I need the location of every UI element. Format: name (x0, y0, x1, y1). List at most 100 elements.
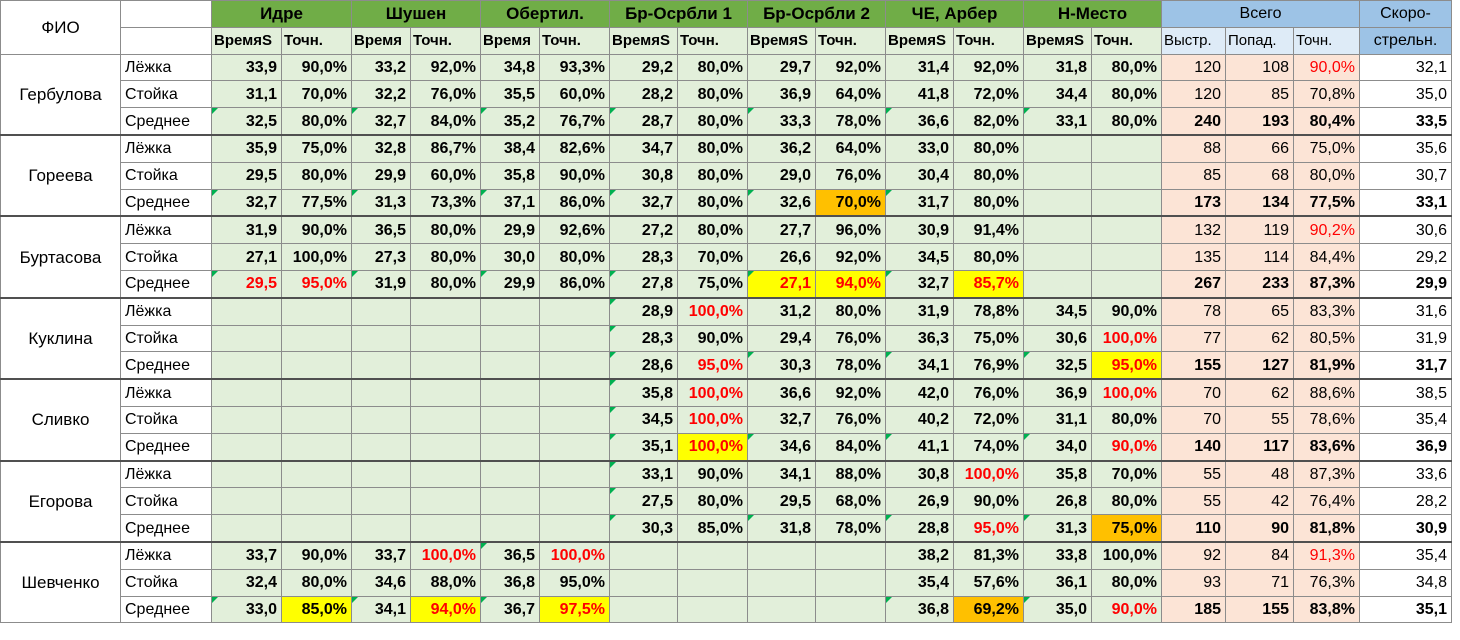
time-cell[interactable]: 30,8 (885, 459, 954, 489)
speed-header-top[interactable]: Скоро- (1359, 0, 1452, 28)
accuracy-cell[interactable] (281, 459, 352, 489)
total-shots-cell[interactable]: 120 (1161, 80, 1226, 109)
time-cell[interactable]: 29,4 (747, 324, 816, 353)
total-accuracy-cell[interactable]: 76,3% (1293, 568, 1360, 597)
accuracy-cell[interactable]: 76,0% (815, 405, 886, 434)
accuracy-cell[interactable]: 72,0% (953, 80, 1024, 109)
time-cell[interactable] (211, 351, 282, 380)
time-cell[interactable]: 29,2 (609, 53, 678, 82)
accuracy-cell[interactable]: 64,0% (815, 80, 886, 109)
accuracy-cell[interactable]: 70,0% (281, 80, 352, 109)
time-cell[interactable]: 42,0 (885, 378, 954, 407)
accuracy-cell[interactable]: 80,0% (953, 188, 1024, 217)
time-cell[interactable]: 31,9 (885, 296, 954, 326)
accuracy-cell[interactable]: 70,0% (1091, 459, 1162, 489)
subheader-time[interactable]: ВремяS (211, 26, 282, 55)
accuracy-cell[interactable] (1091, 188, 1162, 217)
row-type-label[interactable]: Среднее (120, 595, 212, 624)
time-cell[interactable]: 34,1 (747, 459, 816, 489)
time-cell[interactable] (211, 459, 282, 489)
accuracy-cell[interactable]: 85,0% (677, 514, 748, 543)
subheader-accuracy[interactable]: Точн. (281, 26, 352, 55)
time-cell[interactable]: 35,8 (480, 161, 540, 190)
accuracy-cell[interactable] (410, 324, 481, 353)
accuracy-cell[interactable] (677, 568, 748, 597)
accuracy-cell[interactable]: 78,0% (815, 107, 886, 136)
time-cell[interactable]: 32,4 (211, 568, 282, 597)
accuracy-cell[interactable]: 95,0% (677, 351, 748, 380)
time-cell[interactable] (351, 487, 411, 516)
time-cell[interactable]: 27,1 (211, 243, 282, 271)
rate-of-fire-cell[interactable]: 35,0 (1359, 80, 1452, 109)
total-accuracy-cell[interactable]: 83,8% (1293, 595, 1360, 624)
time-cell[interactable] (480, 514, 540, 543)
accuracy-cell[interactable]: 60,0% (539, 80, 610, 109)
subheader-shots[interactable]: Выстр. (1161, 26, 1226, 55)
time-cell[interactable]: 35,8 (1023, 459, 1092, 489)
time-cell[interactable]: 30,3 (747, 351, 816, 380)
rate-of-fire-cell[interactable]: 29,9 (1359, 269, 1452, 299)
time-cell[interactable]: 30,8 (609, 161, 678, 190)
accuracy-cell[interactable]: 95,0% (1091, 351, 1162, 380)
total-hits-cell[interactable]: 119 (1225, 215, 1294, 245)
rate-of-fire-cell[interactable]: 33,1 (1359, 188, 1452, 217)
time-cell[interactable]: 31,8 (747, 514, 816, 543)
time-cell[interactable]: 34,0 (1023, 432, 1092, 462)
time-cell[interactable]: 31,7 (885, 188, 954, 217)
time-cell[interactable] (480, 487, 540, 516)
time-cell[interactable]: 35,0 (1023, 595, 1092, 624)
accuracy-cell[interactable]: 80,0% (677, 107, 748, 136)
accuracy-cell[interactable] (410, 351, 481, 380)
accuracy-cell[interactable] (281, 405, 352, 434)
total-accuracy-cell[interactable]: 78,6% (1293, 405, 1360, 434)
accuracy-cell[interactable]: 90,0% (281, 540, 352, 570)
rate-of-fire-cell[interactable]: 32,1 (1359, 53, 1452, 82)
accuracy-cell[interactable] (410, 296, 481, 326)
time-cell[interactable] (351, 378, 411, 407)
time-cell[interactable]: 28,8 (885, 514, 954, 543)
time-cell[interactable]: 32,7 (351, 107, 411, 136)
accuracy-cell[interactable]: 76,0% (815, 161, 886, 190)
time-cell[interactable] (211, 514, 282, 543)
accuracy-cell[interactable]: 80,0% (281, 161, 352, 190)
time-cell[interactable]: 31,8 (1023, 53, 1092, 82)
accuracy-cell[interactable] (539, 324, 610, 353)
total-accuracy-cell[interactable]: 87,3% (1293, 269, 1360, 299)
accuracy-cell[interactable] (539, 378, 610, 407)
time-cell[interactable]: 32,7 (211, 188, 282, 217)
accuracy-cell[interactable]: 86,0% (539, 269, 610, 299)
accuracy-cell[interactable]: 100,0% (539, 540, 610, 570)
accuracy-cell[interactable]: 80,0% (1091, 487, 1162, 516)
time-cell[interactable]: 28,2 (609, 80, 678, 109)
time-cell[interactable]: 30,0 (480, 243, 540, 271)
accuracy-cell[interactable]: 80,0% (677, 133, 748, 163)
total-shots-cell[interactable]: 185 (1161, 595, 1226, 624)
event-header-obertil[interactable]: Обертил. (480, 0, 610, 28)
time-cell[interactable]: 32,6 (747, 188, 816, 217)
time-cell[interactable] (480, 296, 540, 326)
time-cell[interactable]: 36,1 (1023, 568, 1092, 597)
time-cell[interactable]: 31,1 (1023, 405, 1092, 434)
row-type-label[interactable]: Стойка (120, 487, 212, 516)
athlete-name[interactable]: Буртасова (0, 215, 121, 299)
accuracy-cell[interactable]: 80,0% (539, 243, 610, 271)
row-type-label[interactable]: Лёжка (120, 133, 212, 163)
accuracy-cell[interactable]: 77,5% (281, 188, 352, 217)
rate-of-fire-cell[interactable]: 30,9 (1359, 514, 1452, 543)
total-shots-cell[interactable]: 70 (1161, 405, 1226, 434)
rate-of-fire-cell[interactable]: 30,6 (1359, 215, 1452, 245)
total-hits-cell[interactable]: 84 (1225, 540, 1294, 570)
time-cell[interactable]: 29,7 (747, 53, 816, 82)
total-shots-cell[interactable]: 88 (1161, 133, 1226, 163)
rate-of-fire-cell[interactable]: 35,1 (1359, 595, 1452, 624)
time-cell[interactable]: 31,9 (351, 269, 411, 299)
total-shots-cell[interactable]: 155 (1161, 351, 1226, 380)
accuracy-cell[interactable]: 100,0% (1091, 540, 1162, 570)
time-cell[interactable] (211, 378, 282, 407)
accuracy-cell[interactable]: 75,0% (281, 133, 352, 163)
time-cell[interactable]: 34,1 (351, 595, 411, 624)
time-cell[interactable]: 34,5 (885, 243, 954, 271)
accuracy-cell[interactable]: 100,0% (677, 296, 748, 326)
total-hits-cell[interactable]: 65 (1225, 296, 1294, 326)
event-header-shushen[interactable]: Шушен (351, 0, 481, 28)
